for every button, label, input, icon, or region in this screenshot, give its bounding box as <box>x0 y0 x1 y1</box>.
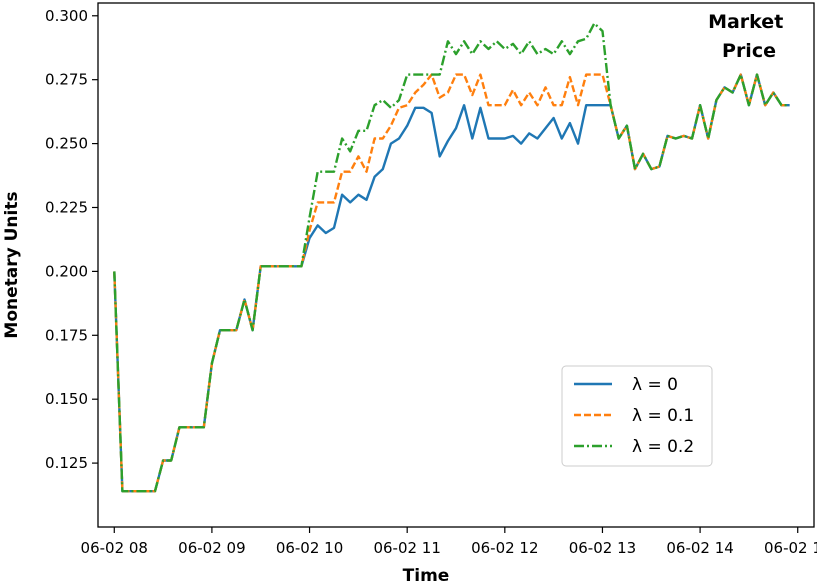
x-tick-label: 06-02 12 <box>471 539 538 557</box>
y-tick-label: 0.300 <box>45 7 88 25</box>
legend-label-2: λ = 0.2 <box>632 437 694 457</box>
legend-label-0: λ = 0 <box>632 375 678 395</box>
x-tick-label: 06-02 15 <box>764 539 817 557</box>
y-tick-label: 0.225 <box>45 198 88 216</box>
legend-label-1: λ = 0.1 <box>632 406 694 426</box>
y-tick-label: 0.250 <box>45 135 88 153</box>
x-tick-label: 06-02 09 <box>178 539 245 557</box>
market-price-annotation: Market Price <box>708 11 790 62</box>
y-axis-title: Monetary Units <box>2 191 22 338</box>
y-axis: 0.125 0.150 0.175 0.200 0.225 0.250 0.275 0.300 <box>45 7 98 472</box>
legend: λ = 0 λ = 0.1 λ = 0.2 <box>561 365 713 467</box>
series-lines <box>113 22 790 493</box>
x-tick-label: 06-02 13 <box>569 539 636 557</box>
y-tick-label: 0.200 <box>45 262 88 280</box>
y-tick-label: 0.275 <box>45 71 88 89</box>
x-tick-label: 06-02 11 <box>373 539 440 557</box>
legend-box <box>561 365 713 467</box>
x-tick-label: 06-02 10 <box>276 539 343 557</box>
series-line-2 <box>113 22 790 493</box>
x-axis: 06-02 08 06-02 09 06-02 10 06-02 11 06-02 12… <box>81 527 817 557</box>
y-tick-label: 0.175 <box>45 326 88 344</box>
annotation-line-1: Market <box>708 11 783 33</box>
x-tick-label: 06-02 08 <box>81 539 148 557</box>
x-axis-title: Time <box>403 566 450 585</box>
y-tick-label: 0.125 <box>45 454 88 472</box>
x-tick-label: 06-02 14 <box>666 539 733 557</box>
y-tick-label: 0.150 <box>45 390 88 408</box>
annotation-line-2: Price <box>722 40 776 62</box>
plot-frame <box>97 2 815 528</box>
